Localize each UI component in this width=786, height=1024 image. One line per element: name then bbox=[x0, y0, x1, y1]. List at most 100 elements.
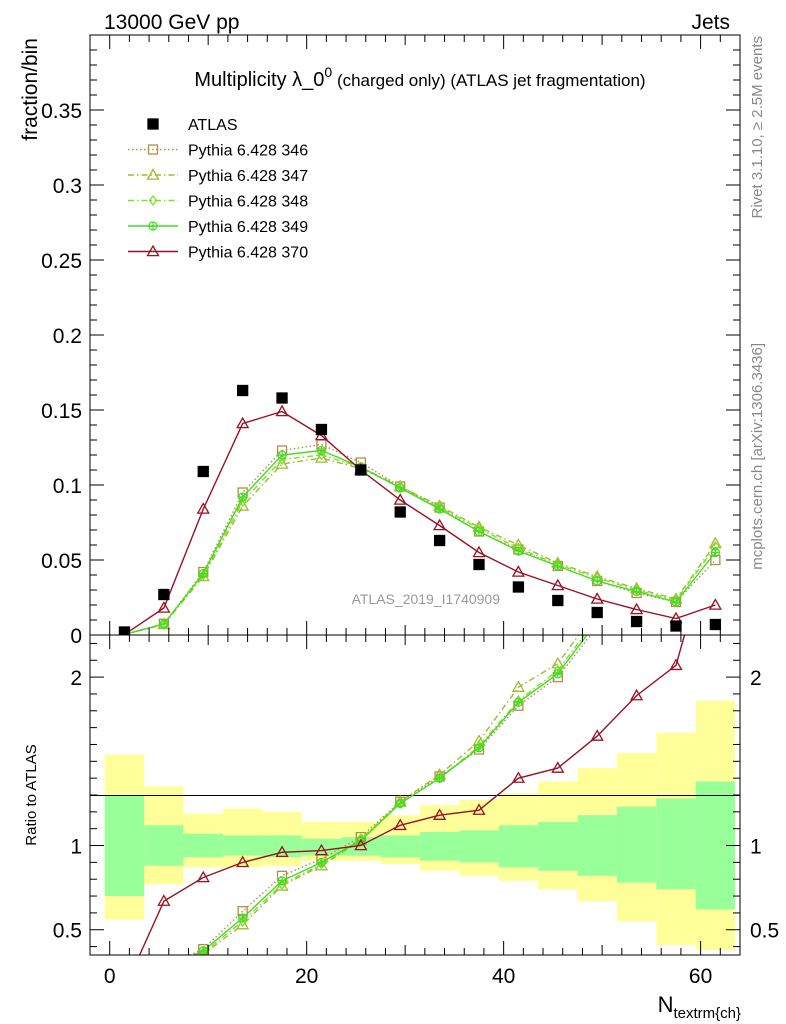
main-y-tick-label: 0.1 bbox=[53, 475, 82, 498]
ratio-y-tick-label: 2 bbox=[70, 667, 82, 690]
x-tick-label: 20 bbox=[295, 965, 318, 988]
main-data-point bbox=[434, 504, 445, 514]
ratio-data-point bbox=[196, 870, 210, 883]
legend-marker bbox=[147, 118, 159, 130]
main-data-point bbox=[592, 576, 602, 586]
ratio-series-marks bbox=[138, 635, 686, 955]
legend-label: Pythia 6.428 370 bbox=[188, 245, 308, 262]
legend-item: Pythia 6.428 346 bbox=[128, 143, 308, 160]
legend-item: Pythia 6.428 370 bbox=[128, 245, 308, 262]
main-data-point bbox=[393, 493, 407, 505]
ratio-y-axis-label: Ratio to ATLAS bbox=[23, 744, 40, 845]
ratio-data-point bbox=[472, 803, 486, 815]
main-series-atlas bbox=[118, 384, 722, 635]
main-series-line bbox=[124, 443, 716, 635]
main-data-point bbox=[590, 592, 604, 604]
main-data-point bbox=[316, 445, 327, 456]
main-data-point bbox=[395, 483, 405, 493]
main-panel: 00.050.10.150.20.250.30.35 fraction/bin … bbox=[19, 34, 741, 648]
x-axis-label-subscript: textrm{ch} bbox=[673, 1005, 741, 1022]
main-data-point bbox=[433, 518, 447, 531]
main-data-point bbox=[553, 561, 563, 571]
main-y-tick-label: 0.05 bbox=[41, 550, 82, 573]
ratio-data-point bbox=[275, 845, 289, 858]
title-superscript: 0 bbox=[324, 64, 332, 80]
legend-label: Pythia 6.428 347 bbox=[188, 168, 308, 185]
main-data-point bbox=[551, 578, 565, 591]
atlas-data-point bbox=[670, 620, 682, 632]
x-axis-label-main: N bbox=[658, 992, 674, 1017]
ratio-data-point bbox=[316, 857, 327, 868]
inner-uncertainty-band bbox=[104, 795, 145, 897]
main-title: Multiplicity λ_00 (charged only) (ATLAS … bbox=[194, 64, 645, 91]
ratio-data-point bbox=[511, 680, 526, 692]
inner-uncertainty-band bbox=[341, 837, 381, 856]
atlas-data-point bbox=[276, 392, 288, 404]
ratio-data-point bbox=[553, 669, 563, 679]
ratio-y-tick-label: 0.5 bbox=[53, 920, 82, 943]
ratio-data-point bbox=[236, 917, 250, 930]
inner-uncertainty-band bbox=[301, 838, 342, 856]
main-data-point bbox=[671, 597, 681, 607]
atlas-data-point bbox=[355, 464, 367, 476]
main-data-point bbox=[277, 450, 287, 460]
ratio-y-tick-label-right: 2 bbox=[750, 667, 762, 690]
atlas-data-point bbox=[591, 606, 603, 619]
inner-uncertainty-band bbox=[419, 832, 460, 861]
ratio-data-point bbox=[238, 913, 248, 923]
main-data-point bbox=[314, 451, 329, 463]
main-data-point bbox=[631, 586, 642, 597]
legend-item: Pythia 6.428 349 bbox=[128, 219, 308, 236]
ratio-data-point bbox=[629, 688, 644, 701]
inner-uncertainty-band bbox=[183, 833, 223, 858]
ratio-series-line bbox=[192, 635, 588, 955]
inner-uncertainty-band bbox=[616, 806, 657, 883]
main-data-point bbox=[159, 619, 169, 629]
ratio-data-point bbox=[393, 818, 407, 831]
main-y-tick-label: 0.35 bbox=[41, 100, 82, 123]
ratio-data-point bbox=[551, 761, 565, 773]
ratio-data-point bbox=[433, 808, 447, 820]
ratio-panel: 0.5 0.5 1 1 2 2 0 20 40 60 Ratio to ATLAS Ntextr… bbox=[23, 634, 779, 1022]
main-series-marks bbox=[118, 384, 722, 635]
ratio-data-point bbox=[669, 658, 683, 671]
atlas-data-point bbox=[552, 594, 564, 607]
inner-uncertainty-band bbox=[498, 825, 539, 868]
main-y-tick-label: 0 bbox=[70, 625, 82, 648]
main-series-2 bbox=[120, 451, 722, 635]
inner-uncertainty-band bbox=[380, 835, 420, 858]
main-series-line bbox=[124, 454, 716, 635]
main-y-tick-labels: 0 0.05 0.1 0.15 0.2 0.25 0.3 0.35 bbox=[41, 100, 82, 648]
legend-item: Pythia 6.428 348 bbox=[128, 194, 308, 211]
main-y-tick-label: 0.3 bbox=[53, 175, 82, 198]
legend-label: ATLAS bbox=[188, 117, 238, 134]
ratio-series-line bbox=[138, 635, 686, 955]
x-tick-labels: 0 20 40 60 bbox=[104, 965, 712, 988]
ratio-series-5 bbox=[138, 635, 686, 955]
main-series-3 bbox=[120, 449, 720, 635]
x-axis-label: Ntextrm{ch} bbox=[658, 992, 741, 1022]
ratio-data-point bbox=[590, 729, 604, 741]
rivet-version-label: Rivet 3.1.10, ≥ 2.5M events bbox=[749, 36, 766, 219]
legend-label: Pythia 6.428 348 bbox=[188, 194, 308, 211]
header-category: Jets bbox=[691, 11, 730, 34]
main-data-point bbox=[511, 565, 526, 577]
main-series-line bbox=[124, 457, 716, 635]
ratio-data-point bbox=[157, 894, 171, 906]
atlas-data-point bbox=[394, 506, 406, 518]
mcplots-label: mcplots.cern.ch [arXiv:1306.3436] bbox=[749, 343, 766, 570]
x-tick-label: 40 bbox=[492, 965, 515, 988]
main-data-point bbox=[513, 546, 524, 556]
ratio-y-tick-label-right: 0.5 bbox=[750, 920, 779, 943]
inner-uncertainty-band bbox=[222, 835, 263, 856]
legend-marker bbox=[147, 144, 159, 155]
main-data-point bbox=[708, 598, 722, 610]
ratio-y-tick-label-right: 1 bbox=[750, 836, 762, 859]
atlas-data-point bbox=[630, 615, 643, 628]
ratio-data-point bbox=[277, 876, 287, 886]
atlas-data-point bbox=[197, 465, 209, 478]
inner-uncertainty-band bbox=[577, 815, 617, 876]
legend-label: Pythia 6.428 349 bbox=[188, 219, 308, 236]
ratio-data-point bbox=[354, 838, 368, 851]
title-main: Multiplicity λ_0 bbox=[194, 69, 324, 91]
